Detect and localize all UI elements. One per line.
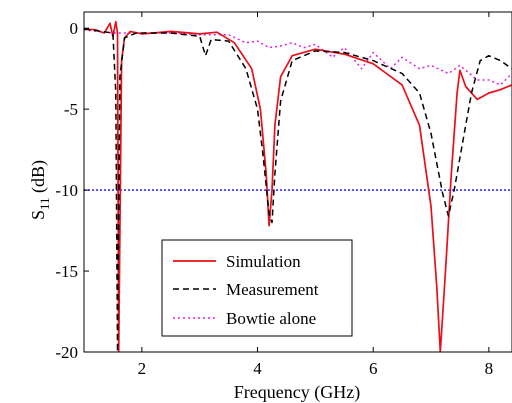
legend: Simulation Measurement Bowtie alone [161,239,353,337]
x-tick-label: 8 [485,359,494,378]
legend-label-bowtie-alone: Bowtie alone [226,309,316,328]
y-tick-label: -20 [55,343,78,362]
x-axis-label: Frequency (GHz) [234,382,360,403]
x-tick-label: 2 [138,359,147,378]
series-line-measurement [84,28,512,352]
series-line-bowtie-alone [84,29,512,86]
legend-label-simulation: Simulation [226,252,301,271]
y-tick-label: -5 [64,100,78,119]
plot-area [83,11,512,353]
x-tick-label: 4 [253,359,262,378]
y-tick-label: -10 [55,181,78,200]
series-group [84,20,512,352]
y-tick-label: 0 [70,19,79,38]
y-axis-label-subscript: 11 [37,197,52,210]
y-axis-label: S11 (dB) [28,160,52,220]
x-tick-label: 6 [369,359,378,378]
x-axis-ticks: 2 4 6 8 [138,12,494,378]
y-axis-ticks: 0 -5 -10 -15 -20 [55,19,89,362]
y-tick-label: -15 [55,262,78,281]
legend-box [161,239,353,337]
y-axis-label-main: S [28,210,48,220]
axes-frame [83,11,512,353]
legend-label-measurement: Measurement [226,280,319,299]
y-axis-label-unit: (dB) [28,160,49,198]
